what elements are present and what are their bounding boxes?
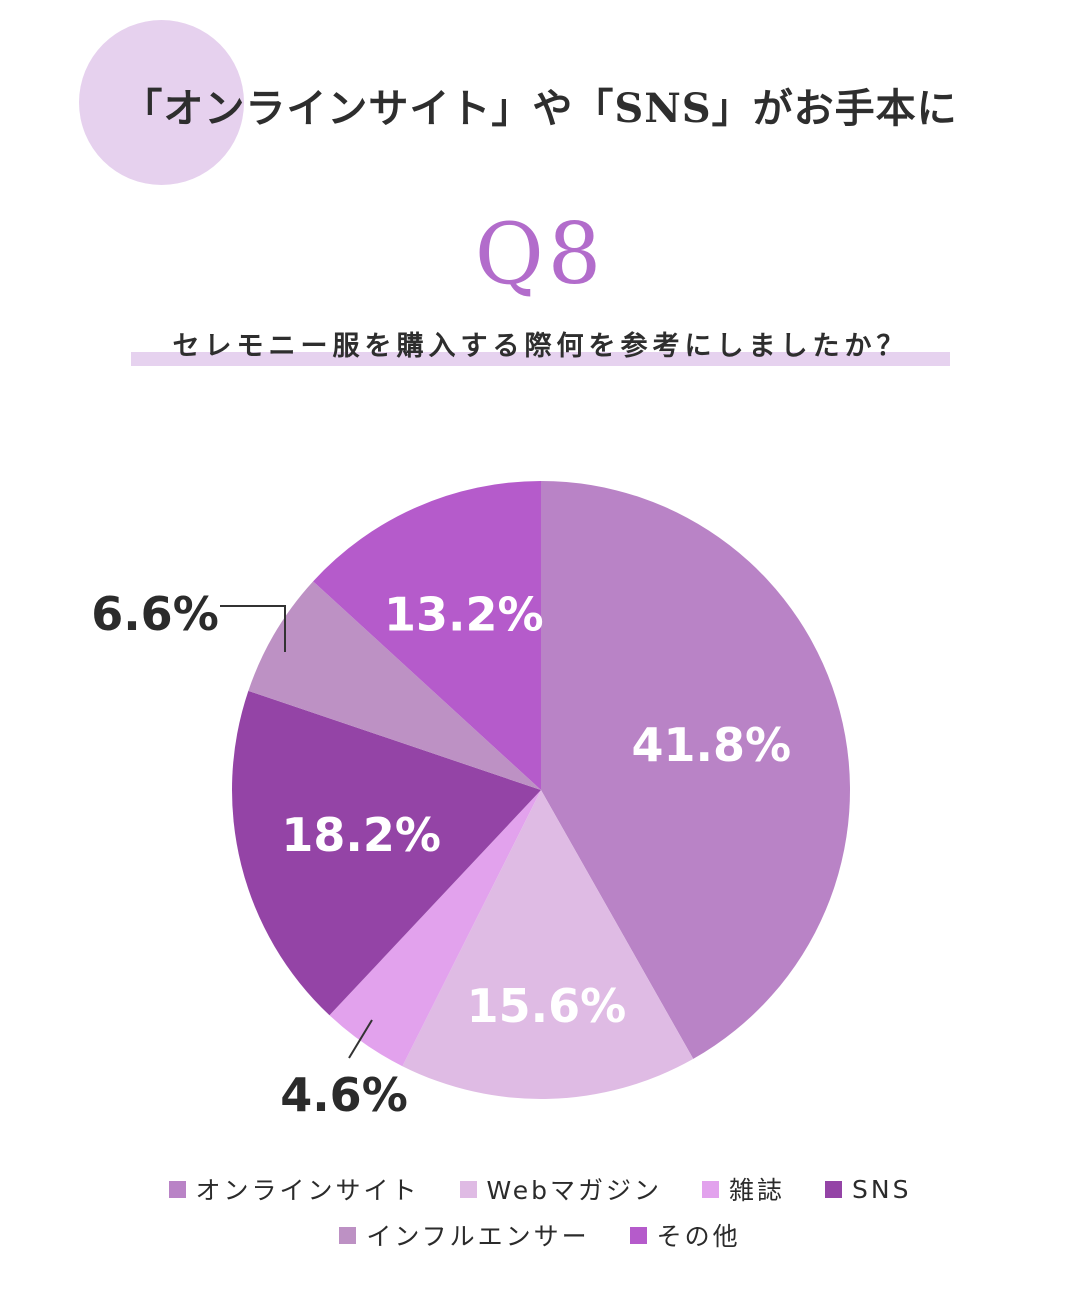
pie-slice: [329, 790, 541, 1067]
pie-slice-label: 6.6%: [91, 587, 219, 641]
legend-label: 雑誌: [729, 1176, 786, 1205]
pie-slice: [313, 481, 541, 790]
legend-label: インフルエンサー: [366, 1222, 590, 1251]
legend-swatch: [459, 1180, 477, 1198]
pie-slice: [402, 790, 694, 1099]
pie-slice-label: 18.2%: [281, 808, 441, 862]
legend-label: SNS: [852, 1174, 912, 1204]
legend-item: Webマガジン: [459, 1171, 663, 1207]
legend-label: Webマガジン: [486, 1176, 663, 1205]
pie-slice-label: 4.6%: [280, 1068, 408, 1122]
legend-item: オンラインサイト: [168, 1171, 420, 1207]
question-number: Q8: [474, 205, 606, 303]
question-highlight-bar: [131, 352, 950, 366]
legend-swatch: [629, 1226, 647, 1244]
leader-line: [348, 1019, 373, 1059]
page-headline: 「オンラインサイト」や「SNS」がお手本に: [122, 85, 958, 132]
decorative-circle: [79, 20, 244, 185]
chart-legend: オンラインサイト Webマガジン 雑誌 SNS インフルエンサー その他: [0, 1166, 1080, 1258]
pie-slice-label: 13.2%: [384, 588, 544, 642]
legend-swatch: [825, 1180, 843, 1198]
legend-swatch: [339, 1226, 357, 1244]
legend-label: その他: [656, 1222, 741, 1251]
legend-label: オンラインサイト: [195, 1176, 420, 1205]
question-text: セレモニー服を購入する際何を参考にしましたか？: [172, 331, 909, 362]
pie-slice-label: 41.8%: [632, 718, 792, 772]
legend-row: オンラインサイト Webマガジン 雑誌 SNS: [0, 1166, 1080, 1212]
pie-slice: [232, 690, 541, 1016]
legend-item: その他: [629, 1217, 741, 1253]
legend-swatch: [702, 1180, 720, 1198]
legend-row: インフルエンサー その他: [0, 1212, 1080, 1258]
question-block: セレモニー服を購入する際何を参考にしましたか？: [131, 320, 950, 366]
pie-slice-label: 15.6%: [467, 979, 627, 1033]
legend-item: インフルエンサー: [339, 1217, 589, 1253]
legend-item: 雑誌: [702, 1171, 785, 1207]
leader-line: [220, 605, 286, 652]
legend-item: SNS: [825, 1175, 911, 1204]
pie-slice: [541, 481, 851, 1059]
pie-slice: [248, 581, 541, 790]
legend-swatch: [168, 1180, 186, 1198]
